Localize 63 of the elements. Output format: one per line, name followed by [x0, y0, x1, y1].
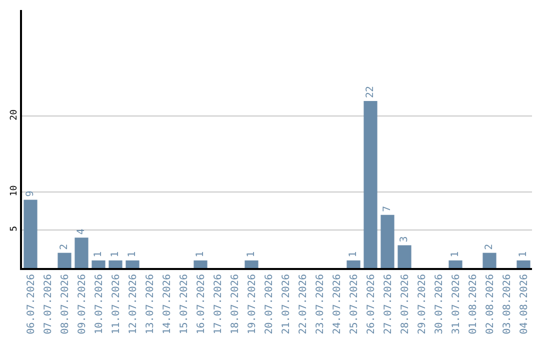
data-label: 1 [110, 251, 121, 258]
data-label: 2 [59, 244, 70, 250]
data-label: 22 [365, 86, 376, 98]
bar [364, 101, 378, 268]
y-tick-label: 5 [9, 226, 20, 232]
data-label: 2 [484, 244, 495, 250]
bar [74, 238, 88, 268]
x-tick-label: 13.07.2026 [144, 274, 156, 334]
data-label: 1 [93, 251, 104, 258]
x-tick-label: 27.07.2026 [382, 274, 394, 334]
bar [24, 200, 38, 268]
x-tick-label: 21.07.2026 [280, 274, 292, 334]
x-tick-label: 28.07.2026 [400, 274, 411, 334]
x-tick-label: 07.07.2026 [42, 274, 54, 334]
x-tick-label: 02.08.2026 [484, 274, 496, 334]
x-tick-label: 11.07.2026 [110, 274, 122, 334]
bar [380, 214, 394, 268]
x-tick-label: 08.07.2026 [60, 274, 71, 334]
data-label: 1 [195, 251, 206, 258]
y-tick-label: 10 [9, 185, 20, 196]
x-tick-label: 14.07.2026 [162, 274, 173, 334]
x-tick-label: 23.07.2026 [314, 274, 326, 334]
bar [244, 260, 258, 268]
data-label: 4 [76, 228, 87, 235]
x-tick-label: 22.07.2026 [298, 274, 309, 334]
bar [482, 252, 496, 268]
x-tick-label: 01.08.2026 [468, 274, 479, 334]
x-tick-label: 26.07.2026 [366, 274, 377, 334]
x-tick-label: 03.08.2026 [502, 274, 513, 334]
bar [58, 252, 72, 268]
x-tick-label: 09.07.2026 [76, 274, 88, 334]
data-label: 1 [450, 251, 461, 258]
x-tick-label: 18.07.2026 [230, 274, 241, 334]
data-label: 3 [399, 236, 410, 242]
x-tick-label: 12.07.2026 [128, 274, 139, 334]
data-label: 1 [348, 251, 359, 258]
x-tick-label: 16.07.2026 [196, 274, 207, 334]
x-tick-label: 29.07.2026 [416, 274, 428, 334]
x-tick-label: 20.07.2026 [264, 274, 275, 334]
data-label: 1 [246, 251, 257, 258]
bar [516, 260, 530, 268]
x-tick-label: 25.07.2026 [348, 274, 360, 334]
x-tick-label: 30.07.2026 [434, 274, 445, 334]
bar [448, 260, 462, 268]
x-tick-label: 06.07.2026 [26, 274, 37, 334]
x-tick-label: 15.07.2026 [178, 274, 190, 334]
bar [126, 260, 140, 268]
x-tick-label: 17.07.2026 [212, 274, 224, 334]
data-label: 1 [518, 251, 529, 258]
x-tick-label: 31.07.2026 [450, 274, 462, 334]
x-tick-label: 19.07.2026 [246, 274, 258, 334]
bar [194, 260, 208, 268]
bar [108, 260, 122, 268]
y-tick-label: 20 [9, 109, 20, 120]
bar [346, 260, 360, 268]
data-label: 1 [127, 251, 138, 258]
x-tick-label: 10.07.2026 [94, 274, 105, 334]
data-label: 7 [382, 206, 393, 212]
x-tick-label: 04.08.2026 [518, 274, 530, 334]
bar [398, 245, 412, 268]
data-label: 9 [25, 190, 36, 197]
bar [92, 260, 106, 268]
x-tick-label: 24.07.2026 [332, 274, 343, 334]
